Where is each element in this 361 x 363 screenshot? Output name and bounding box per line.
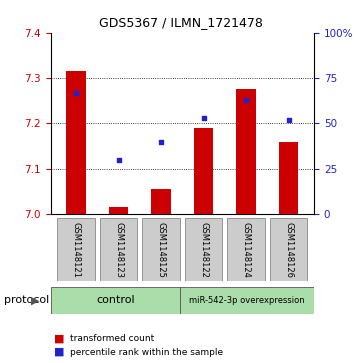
Text: GSM1148122: GSM1148122	[199, 222, 208, 277]
Bar	[194, 128, 213, 214]
Point	[286, 117, 291, 123]
Text: GSM1148126: GSM1148126	[284, 221, 293, 278]
Point	[116, 157, 121, 163]
Text: GSM1148123: GSM1148123	[114, 221, 123, 278]
Text: GSM1148124: GSM1148124	[242, 222, 251, 277]
Bar	[66, 71, 86, 214]
Point	[201, 115, 206, 121]
Bar	[270, 218, 307, 281]
Bar	[279, 142, 298, 214]
Point	[73, 90, 79, 95]
Point	[243, 97, 249, 103]
Text: miR-542-3p overexpression: miR-542-3p overexpression	[189, 296, 305, 305]
Text: percentile rank within the sample: percentile rank within the sample	[70, 348, 223, 356]
Text: protocol: protocol	[4, 295, 49, 305]
Bar	[152, 189, 171, 214]
Bar	[185, 218, 222, 281]
Bar	[236, 89, 256, 214]
Bar	[51, 287, 180, 314]
Text: transformed count: transformed count	[70, 334, 155, 343]
Text: ▶: ▶	[31, 295, 40, 305]
Text: GSM1148125: GSM1148125	[157, 222, 166, 277]
Bar	[180, 287, 314, 314]
Text: GDS5367 / ILMN_1721478: GDS5367 / ILMN_1721478	[99, 16, 262, 29]
Point	[158, 139, 164, 144]
Text: GSM1148121: GSM1148121	[71, 222, 81, 277]
Bar	[109, 207, 128, 214]
Text: ■: ■	[54, 347, 65, 357]
Text: control: control	[96, 295, 135, 305]
Bar	[142, 218, 180, 281]
Bar	[100, 218, 137, 281]
Bar	[227, 218, 265, 281]
Text: ■: ■	[54, 333, 65, 343]
Bar	[57, 218, 95, 281]
